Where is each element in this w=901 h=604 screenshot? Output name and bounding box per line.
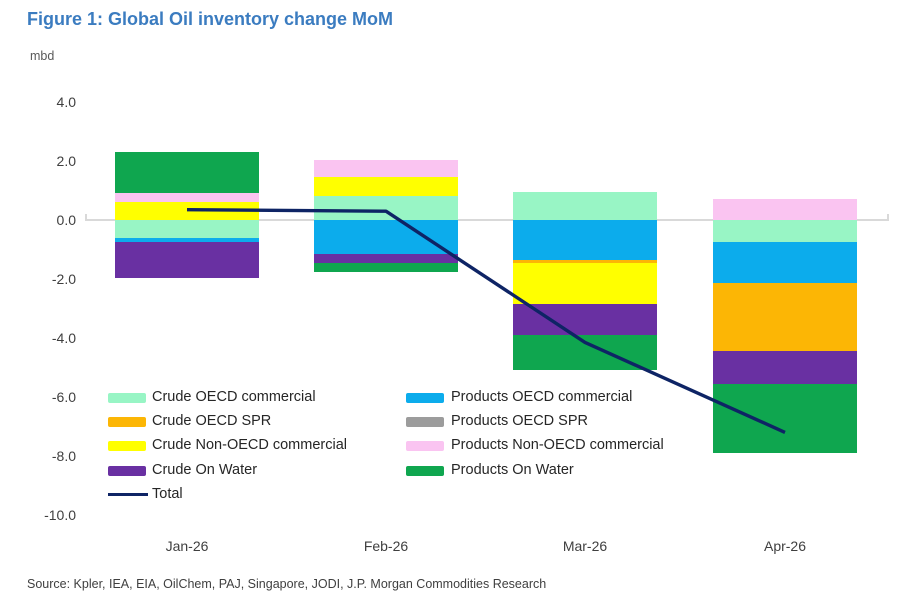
bar-segment-crude_oecd_commercial: [713, 220, 857, 243]
bar-segment-crude_oecd_commercial: [314, 196, 458, 220]
bar-segment-products_oecd_commercial: [713, 242, 857, 284]
legend-swatch-products_oecd_spr: [406, 417, 444, 428]
legend-swatch-products_oecd_commercial: [406, 393, 444, 403]
bar-segment-products_on_water: [314, 262, 458, 272]
y-axis-tick-label: 4.0: [56, 94, 76, 110]
legend-swatch-crude_non_oecd_commercial: [108, 441, 146, 452]
bar-segment-crude_oecd_commercial: [513, 191, 657, 220]
source-note: Source: Kpler, IEA, EIA, OilChem, PAJ, S…: [27, 577, 547, 591]
y-axis-tick-label: -2.0: [51, 271, 76, 287]
bar-segment-products_non_oecd_commercial: [115, 193, 259, 203]
legend-label-products_non_oecd_commercial: Products Non-OECD commercial: [451, 437, 664, 454]
bar-segment-crude_on_water: [115, 242, 259, 278]
bar-segment-crude_non_oecd_commercial: [513, 262, 657, 305]
legend-label-total: Total: [152, 485, 183, 502]
x-axis-label: Feb-26: [363, 538, 409, 554]
x-axis-label: Jan-26: [165, 538, 209, 554]
x-axis-label: Mar-26: [562, 538, 608, 554]
legend-label-crude_oecd_spr: Crude OECD SPR: [152, 413, 272, 430]
legend-swatch-crude_on_water: [108, 465, 146, 476]
bar-segment-products_oecd_commercial: [115, 237, 259, 243]
bar-segment-products_oecd_commercial: [513, 220, 657, 260]
legend-label-products_oecd_spr: Products OECD SPR: [451, 413, 588, 430]
y-axis-tick-label: -6.0: [51, 389, 76, 405]
chart-title: Figure 1: Global Oil inventory change Mo…: [27, 9, 394, 29]
legend-label-products_oecd_commercial: Products OECD commercial: [451, 389, 633, 405]
zero-axis-line: [85, 219, 889, 221]
legend-swatch-products_on_water: [406, 465, 444, 476]
bar-segment-products_on_water: [713, 383, 857, 454]
legend-swatch-crude_oecd_spr: [108, 417, 146, 428]
bar-segment-products_non_oecd_commercial: [713, 199, 857, 220]
y-axis-tick-label: 2.0: [56, 153, 76, 169]
y-axis-tick-label: -10.0: [44, 507, 76, 523]
bar-segment-products_oecd_commercial: [314, 220, 458, 254]
bar-segment-crude_non_oecd_commercial: [314, 177, 458, 197]
y-axis-tick-label: 0.0: [56, 212, 76, 228]
legend-line-swatch-total: [108, 493, 148, 497]
axis-end-tick: [887, 214, 889, 220]
bar-segment-crude_oecd_spr: [513, 259, 657, 263]
bar-segment-products_on_water: [115, 152, 259, 194]
legend-label-crude_on_water: Crude On Water: [152, 461, 258, 478]
bar-segment-crude_oecd_commercial: [115, 220, 259, 238]
total-line: [186, 208, 786, 434]
bar-segment-crude_oecd_spr: [713, 283, 857, 352]
bar-segment-crude_on_water: [713, 351, 857, 384]
bar-segment-products_non_oecd_commercial: [314, 159, 458, 178]
legend-swatch-products_non_oecd_commercial: [406, 441, 444, 452]
legend-label-crude_non_oecd_commercial: Crude Non-OECD commercial: [152, 437, 347, 454]
legend-swatch-crude_oecd_commercial: [108, 393, 146, 403]
y-axis-unit-label: mbd: [30, 49, 55, 63]
bar-segment-crude_on_water: [314, 253, 458, 263]
x-axis-label: Apr-26: [763, 538, 807, 554]
y-axis-tick-label: -8.0: [51, 448, 76, 464]
legend-label-crude_oecd_commercial: Crude OECD commercial: [152, 389, 316, 405]
axis-end-tick: [85, 214, 87, 220]
y-axis-tick-label: -4.0: [51, 330, 76, 346]
legend-label-products_on_water: Products On Water: [451, 461, 574, 478]
